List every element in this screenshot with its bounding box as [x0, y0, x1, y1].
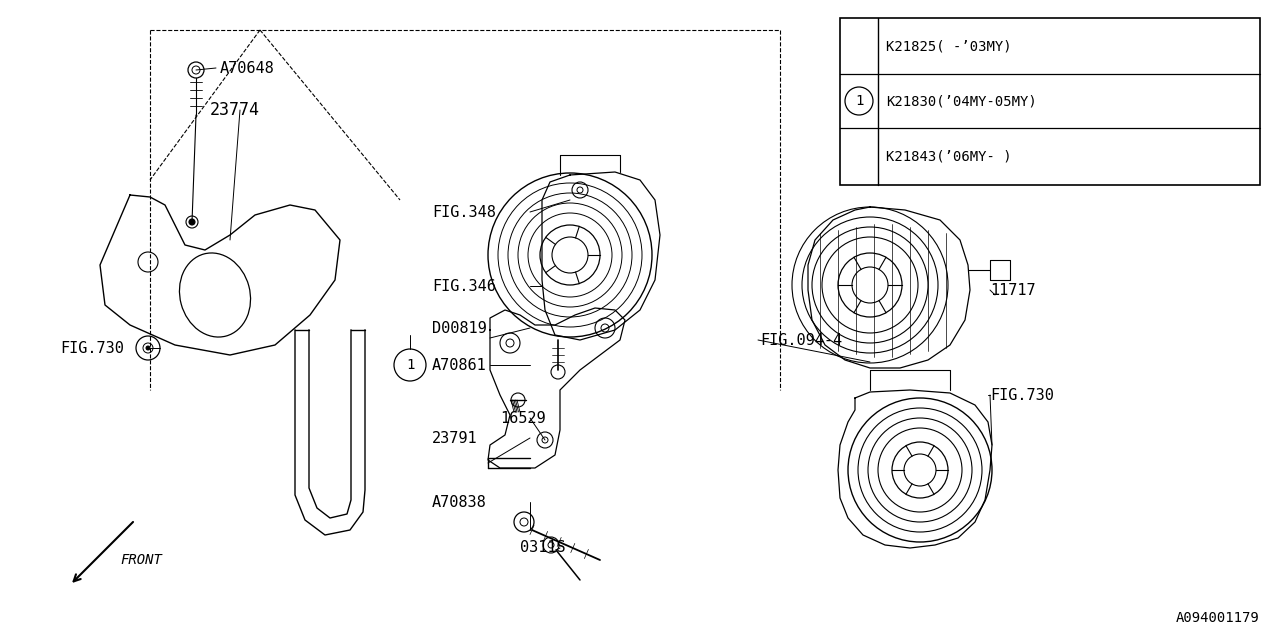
Text: A70648: A70648 — [220, 61, 275, 76]
Text: 16529: 16529 — [500, 410, 545, 426]
Text: D00819: D00819 — [433, 321, 486, 335]
Text: FIG.348: FIG.348 — [433, 205, 495, 220]
Text: 23774: 23774 — [210, 101, 260, 119]
Text: A70838: A70838 — [433, 495, 486, 509]
Text: FRONT: FRONT — [120, 553, 161, 567]
Text: 1: 1 — [855, 94, 863, 108]
Text: 11717: 11717 — [989, 282, 1036, 298]
Text: 1: 1 — [406, 358, 415, 372]
Text: 0311S: 0311S — [520, 541, 566, 556]
Text: FIG.346: FIG.346 — [433, 278, 495, 294]
Circle shape — [146, 346, 150, 350]
Text: FIG.094-4: FIG.094-4 — [760, 333, 842, 348]
Text: A094001179: A094001179 — [1176, 611, 1260, 625]
Text: K21830(’04MY-05MY): K21830(’04MY-05MY) — [886, 94, 1037, 108]
Text: A70861: A70861 — [433, 358, 486, 372]
Text: FIG.730: FIG.730 — [60, 340, 124, 355]
Text: K21825( -’03MY): K21825( -’03MY) — [886, 39, 1011, 53]
Circle shape — [189, 219, 195, 225]
Bar — [840, 18, 1260, 185]
Text: 23791: 23791 — [433, 431, 477, 445]
Text: FIG.730: FIG.730 — [989, 387, 1053, 403]
Text: K21843(’06MY- ): K21843(’06MY- ) — [886, 150, 1011, 163]
